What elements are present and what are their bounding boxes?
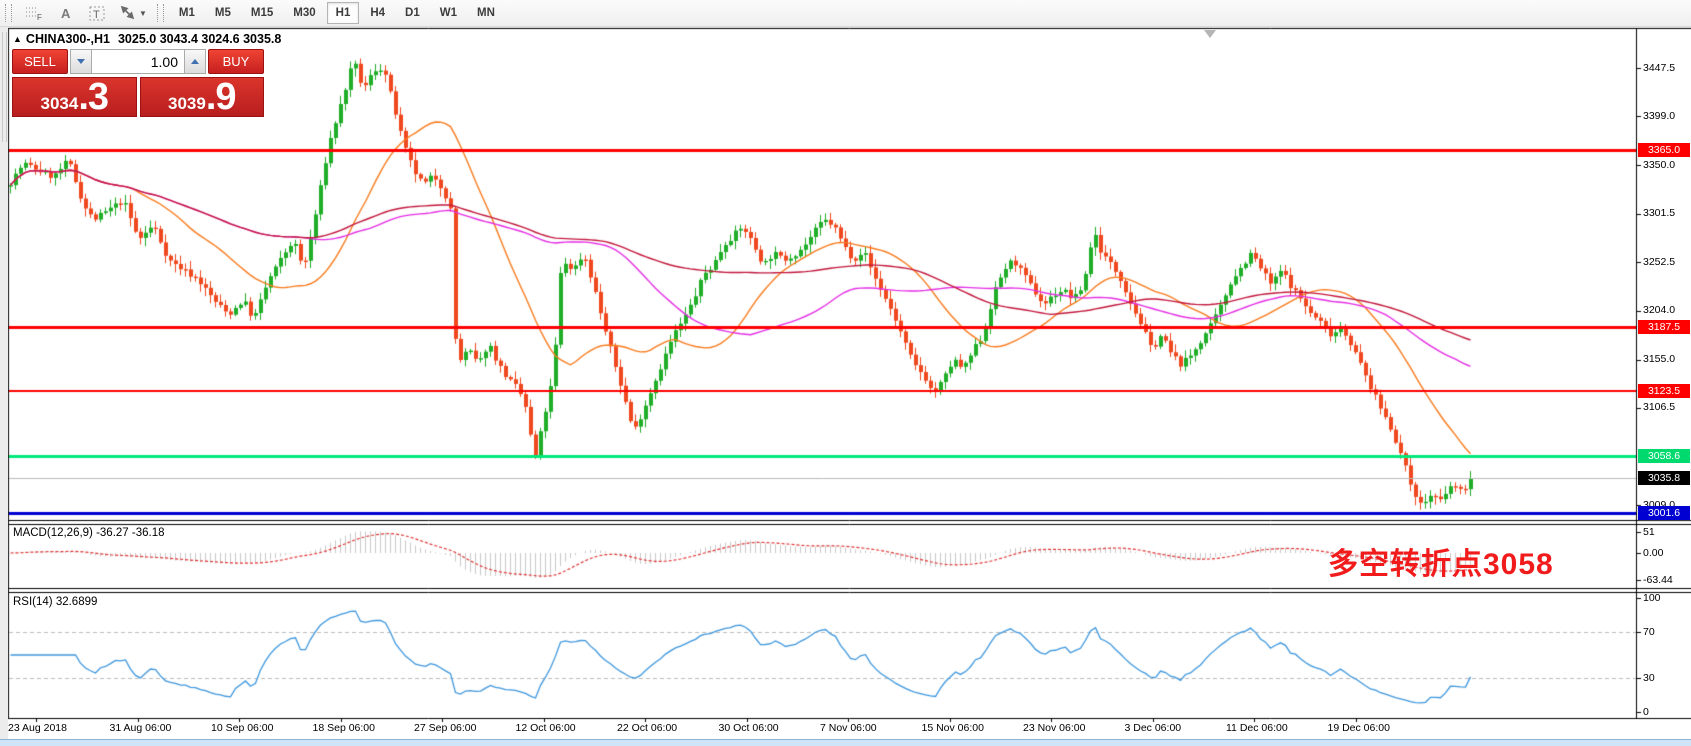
rsi-label: RSI(14) 32.6899 — [13, 596, 98, 608]
timeframe-button-m1[interactable]: M1 — [170, 2, 204, 24]
annotation-text: 多空转折点3058 — [1328, 548, 1554, 581]
window-splitter[interactable] — [0, 28, 8, 740]
collapse-triangle-icon[interactable]: ▲ — [13, 34, 22, 44]
date-axis-label: 18 Sep 06:00 — [312, 722, 375, 734]
date-axis-label: 11 Dec 06:00 — [1226, 722, 1288, 734]
timeframe-button-group: M1 M5 M15 M30 H1 H4 D1 W1 MN — [169, 2, 505, 24]
dropdown-caret-icon[interactable]: ▼ — [139, 8, 147, 18]
sell-price-display[interactable]: 3034.3 — [12, 77, 137, 117]
price-level-badge: 3365.0 — [1638, 143, 1690, 158]
timeframe-button-mn[interactable]: MN — [468, 2, 504, 24]
timeframe-button-m5[interactable]: M5 — [206, 2, 240, 24]
sell-price-fraction: .3 — [78, 77, 109, 117]
caret-up-icon — [191, 59, 199, 64]
volume-increase-button[interactable] — [184, 49, 206, 74]
date-axis-label: 19 Dec 06:00 — [1327, 722, 1390, 734]
price-level-badge: 3187.5 — [1638, 320, 1690, 335]
price-level-badge: 3058.6 — [1638, 448, 1690, 463]
price-axis-label: 3252.5 — [1643, 255, 1676, 268]
price-level-badge: 3035.8 — [1638, 471, 1690, 486]
timeframe-button-w1[interactable]: W1 — [431, 2, 466, 24]
macd-axis-label: -63.44 — [1643, 573, 1673, 586]
price-axis-label: 3447.5 — [1643, 61, 1676, 74]
date-axis-label: 3 Dec 06:00 — [1124, 722, 1182, 734]
macd-axis-label: 0.00 — [1643, 547, 1664, 559]
svg-text:T: T — [93, 9, 100, 21]
timeframe-button-d1[interactable]: D1 — [396, 2, 429, 24]
rsi-axis-label: 0 — [1643, 706, 1649, 718]
price-axis-label: 3106.5 — [1643, 401, 1676, 414]
svg-text:F: F — [37, 13, 42, 21]
date-axis-label: 23 Aug 2018 — [8, 722, 67, 734]
timeframe-button-h1[interactable]: H1 — [326, 2, 360, 24]
price-axis-label: 3301.5 — [1643, 207, 1676, 220]
caret-down-icon — [77, 59, 85, 64]
sell-button[interactable]: SELL — [12, 49, 68, 74]
svg-text:A: A — [61, 6, 71, 20]
price-axis-label: 3350.0 — [1643, 158, 1676, 171]
date-axis-label: 23 Nov 06:00 — [1023, 722, 1086, 734]
one-click-trading-panel: SELL BUY 3034.3 3039.9 — [12, 49, 264, 117]
rsi-axis-label: 30 — [1643, 671, 1655, 684]
volume-stepper — [70, 49, 206, 74]
text-box-icon[interactable]: T — [82, 2, 112, 24]
macd-axis-label: 51 — [1643, 525, 1655, 538]
chart-symbol: CHINA300-,H1 — [25, 32, 110, 46]
date-axis-label: 10 Sep 06:00 — [211, 722, 274, 734]
date-axis-label: 7 Nov 06:00 — [820, 722, 877, 734]
date-axis-label: 27 Sep 06:00 — [414, 722, 477, 734]
date-axis-label: 30 Oct 06:00 — [718, 722, 779, 734]
timeframe-button-m30[interactable]: M30 — [284, 2, 324, 24]
timeframe-button-m15[interactable]: M15 — [242, 2, 282, 24]
chart-ohlc-values: 3025.0 3043.4 3024.6 3035.8 — [117, 32, 282, 46]
price-level-badge: 3123.5 — [1638, 384, 1690, 399]
grid-f-icon[interactable]: F — [18, 2, 50, 24]
price-axis-label: 3204.0 — [1643, 304, 1676, 317]
rsi-axis-label: 70 — [1643, 626, 1655, 639]
date-axis-label: 15 Nov 06:00 — [921, 722, 984, 734]
date-axis-label: 12 Oct 06:00 — [515, 722, 576, 734]
buy-button[interactable]: BUY — [208, 49, 264, 74]
rsi-axis-label: 100 — [1643, 592, 1661, 604]
toolbar: F A T ▼ M1 M5 M15 M30 H1 H4 D1 W1 MN — [0, 0, 1691, 27]
toolbar-grip[interactable] — [5, 4, 12, 22]
price-axis-label: 3399.0 — [1643, 109, 1676, 122]
status-bar — [0, 739, 1691, 746]
letter-a-icon[interactable]: A — [52, 2, 80, 24]
chart-shift-marker-icon[interactable] — [1204, 30, 1216, 38]
toolbar-grip[interactable] — [156, 4, 164, 22]
buy-price-main: 3039 — [167, 94, 206, 113]
date-axis-label: 22 Oct 06:00 — [617, 722, 678, 734]
sell-price-main: 3034 — [40, 94, 79, 113]
volume-decrease-button[interactable] — [70, 49, 92, 74]
price-axis-label: 3155.0 — [1643, 353, 1676, 366]
buy-price-fraction: .9 — [205, 77, 237, 117]
macd-label: MACD(12,26,9) -36.27 -36.18 — [13, 527, 165, 539]
chart-title: ▲ CHINA300-,H1 3025.0 3043.4 3024.6 3035.8 — [13, 32, 281, 46]
timeframe-button-h4[interactable]: H4 — [361, 2, 394, 24]
diagonal-arrows-icon[interactable]: ▼ — [114, 2, 154, 24]
price-level-badge: 3001.6 — [1638, 505, 1690, 520]
volume-input[interactable] — [92, 49, 184, 74]
buy-price-display[interactable]: 3039.9 — [139, 77, 264, 117]
date-axis-label: 31 Aug 06:00 — [109, 722, 172, 734]
